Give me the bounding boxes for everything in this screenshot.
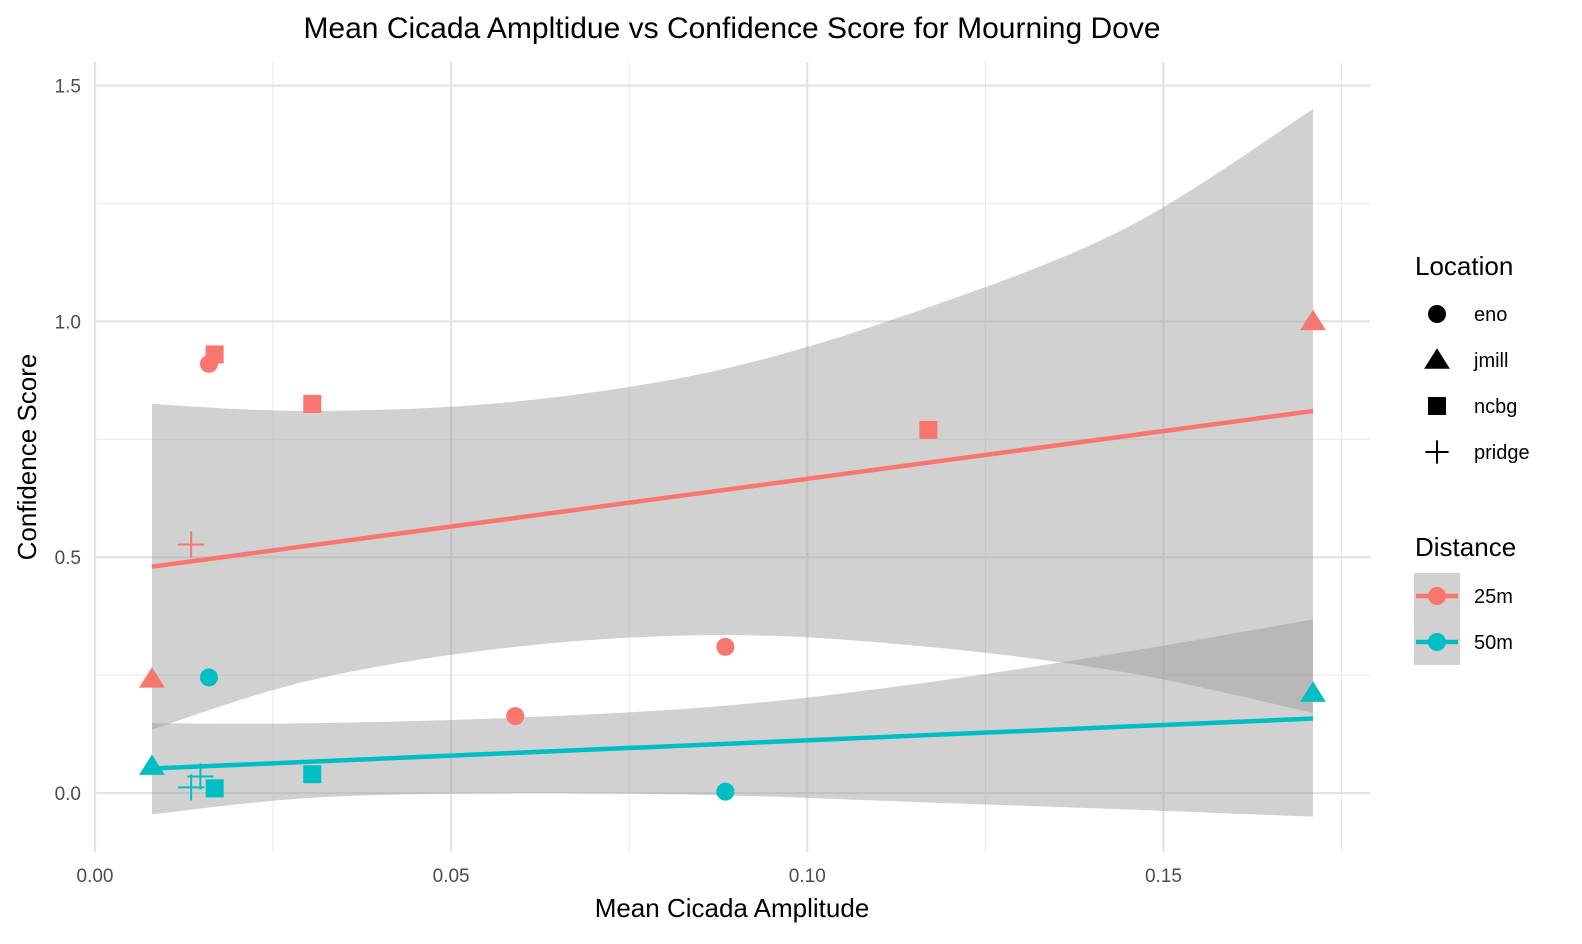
legend-key-ncbg [1428, 397, 1446, 415]
data-point-50m-jmill [139, 754, 165, 775]
legend-label-50m: 50m [1474, 632, 1513, 654]
data-point-25m-jmill [139, 667, 165, 688]
x-tick-label: 0.00 [77, 866, 114, 887]
data-point-25m-pridge [178, 531, 205, 558]
grid [93, 62, 1370, 852]
tick-labels: 0.00 0.05 0.10 0.15 0.0 0.5 1.0 1.5 [55, 77, 1182, 887]
data-point-50m-eno [199, 668, 218, 687]
x-axis-title: Mean Cicada Amplitude [595, 893, 870, 923]
legend-key-jmill [1424, 348, 1450, 369]
y-axis-title: Confidence Score [12, 354, 42, 561]
confidence-bands [151, 109, 1314, 817]
y-tick-label: 1.5 [55, 77, 81, 98]
data-point-50m-jmill [1300, 681, 1326, 702]
fit-line-50m [151, 716, 1314, 771]
data-point-50m-ncbg [205, 779, 224, 798]
data-point-25m-jmill [1300, 309, 1326, 331]
legend-label-25m: 25m [1474, 586, 1513, 608]
legend-location-title: Location [1415, 251, 1513, 281]
data-point-50m-ncbg [303, 765, 322, 784]
data-point-50m-eno [716, 782, 735, 801]
data-points [139, 309, 1326, 801]
legend-key-point-25m [1428, 587, 1446, 605]
legend-key-eno [1428, 305, 1446, 323]
data-point-50m-pridge [187, 763, 214, 790]
legend-label-pridge: pridge [1474, 442, 1530, 464]
legend-label-ncbg: ncbg [1474, 396, 1517, 418]
fit-lines [151, 408, 1314, 771]
confidence-band-50m [151, 619, 1314, 817]
data-point-25m-eno [716, 637, 735, 656]
legend-label-jmill: jmill [1473, 350, 1508, 372]
y-tick-label: 0.5 [55, 548, 81, 569]
chart-title: Mean Cicada Ampltidue vs Confidence Scor… [303, 12, 1160, 45]
legend-key-pridge [1425, 440, 1449, 464]
legend-key-point-50m [1428, 633, 1446, 651]
x-tick-label: 0.10 [789, 866, 826, 887]
data-point-25m-eno [506, 707, 525, 726]
data-point-25m-ncbg [205, 345, 224, 364]
legend-distance-title: Distance [1415, 532, 1516, 562]
data-point-25m-ncbg [919, 420, 938, 439]
fit-line-25m [151, 408, 1314, 569]
y-tick-label: 0.0 [55, 784, 81, 805]
legend-location: Location eno jmill ncbg pridge [1415, 251, 1530, 464]
x-tick-label: 0.15 [1145, 866, 1182, 887]
data-point-25m-ncbg [303, 394, 322, 413]
legend-distance: Distance 25m 50m [1414, 532, 1516, 665]
x-tick-label: 0.05 [433, 866, 470, 887]
confidence-band-25m [151, 109, 1314, 730]
legend-label-eno: eno [1474, 304, 1507, 326]
y-tick-label: 1.0 [55, 312, 81, 333]
